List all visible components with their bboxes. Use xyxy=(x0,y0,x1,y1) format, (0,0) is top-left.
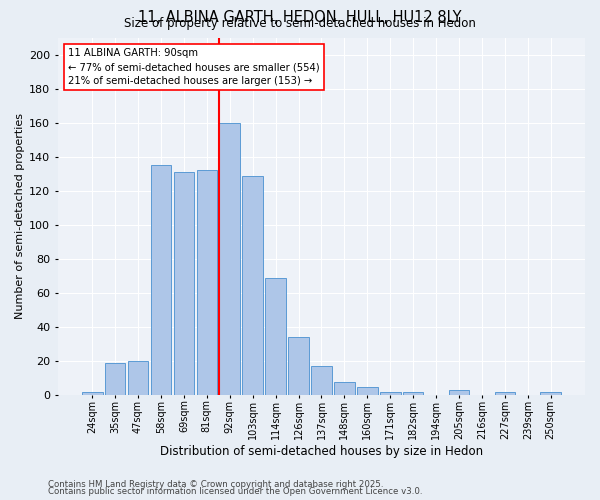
Bar xyxy=(494,392,515,396)
Bar xyxy=(197,170,217,396)
Bar xyxy=(334,382,355,396)
Text: Size of property relative to semi-detached houses in Hedon: Size of property relative to semi-detach… xyxy=(124,18,476,30)
Bar xyxy=(541,392,561,396)
Bar xyxy=(220,122,240,396)
Bar xyxy=(288,338,309,396)
Bar xyxy=(403,392,424,396)
Bar xyxy=(380,392,401,396)
Bar xyxy=(105,363,125,396)
Bar xyxy=(151,166,171,396)
Y-axis label: Number of semi-detached properties: Number of semi-detached properties xyxy=(15,114,25,320)
Bar xyxy=(173,172,194,396)
Text: 11, ALBINA GARTH, HEDON, HULL, HU12 8LY: 11, ALBINA GARTH, HEDON, HULL, HU12 8LY xyxy=(138,10,462,25)
Bar xyxy=(265,278,286,396)
Bar xyxy=(311,366,332,396)
Bar xyxy=(449,390,469,396)
X-axis label: Distribution of semi-detached houses by size in Hedon: Distribution of semi-detached houses by … xyxy=(160,444,483,458)
Bar xyxy=(357,387,377,396)
Text: 11 ALBINA GARTH: 90sqm
← 77% of semi-detached houses are smaller (554)
21% of se: 11 ALBINA GARTH: 90sqm ← 77% of semi-det… xyxy=(68,48,320,86)
Bar xyxy=(128,361,148,396)
Bar xyxy=(82,392,103,396)
Text: Contains public sector information licensed under the Open Government Licence v3: Contains public sector information licen… xyxy=(48,487,422,496)
Bar xyxy=(242,176,263,396)
Text: Contains HM Land Registry data © Crown copyright and database right 2025.: Contains HM Land Registry data © Crown c… xyxy=(48,480,383,489)
